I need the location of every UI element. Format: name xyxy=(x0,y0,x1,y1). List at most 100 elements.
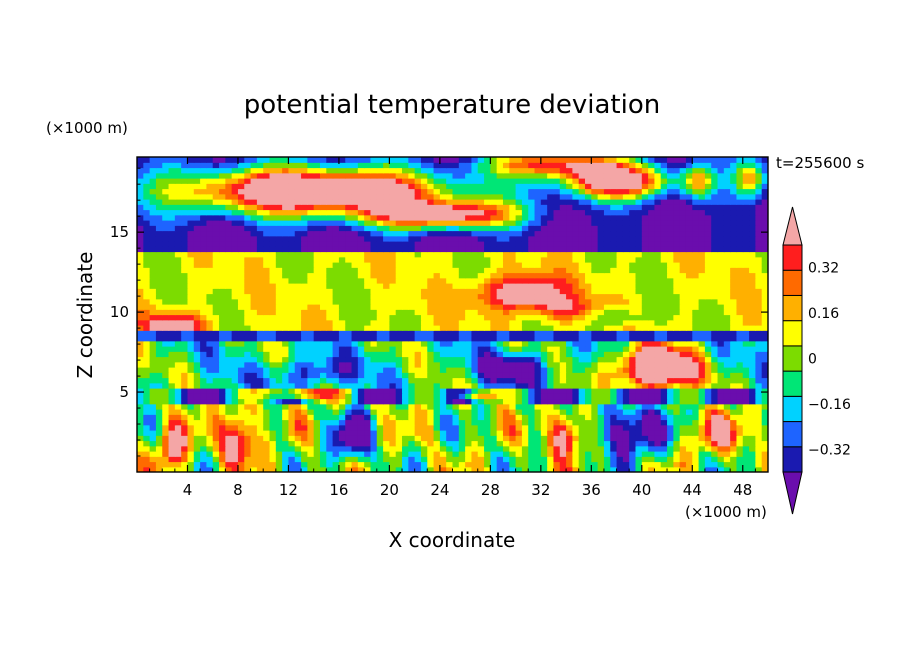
field-cell xyxy=(679,225,687,232)
field-cell xyxy=(711,314,719,321)
field-cell xyxy=(200,361,208,368)
field-cell xyxy=(326,267,334,274)
field-cell xyxy=(149,393,157,400)
field-cell xyxy=(149,225,157,232)
field-cell xyxy=(137,272,144,279)
field-cell xyxy=(225,367,233,373)
field-cell xyxy=(357,451,365,457)
field-cell xyxy=(244,351,252,358)
field-cell xyxy=(307,340,315,347)
field-cell xyxy=(408,419,416,426)
field-cell xyxy=(420,419,428,426)
field-cell xyxy=(389,335,397,342)
field-cell xyxy=(427,283,435,289)
field-cell xyxy=(730,430,738,436)
field-cell xyxy=(433,388,441,394)
field-cell xyxy=(219,288,226,295)
field-cell xyxy=(528,298,536,305)
field-cell xyxy=(553,398,561,405)
field-cell xyxy=(465,235,473,242)
field-cell xyxy=(704,356,712,363)
field-cell xyxy=(282,451,290,457)
field-cell xyxy=(717,325,725,331)
field-cell xyxy=(528,372,536,379)
field-cell xyxy=(654,325,662,331)
field-cell xyxy=(137,451,144,457)
field-cell xyxy=(515,319,523,326)
field-cell xyxy=(181,304,189,310)
field-cell xyxy=(219,393,226,400)
field-cell xyxy=(288,277,296,284)
field-cell xyxy=(231,419,239,426)
field-cell xyxy=(256,293,264,300)
field-cell xyxy=(370,445,378,452)
field-cell xyxy=(502,461,510,468)
field-cell xyxy=(313,209,321,216)
field-cell xyxy=(471,277,479,284)
field-cell xyxy=(749,456,756,463)
field-cell xyxy=(622,461,630,468)
field-cell xyxy=(288,356,296,363)
field-cell xyxy=(244,298,252,305)
field-cell xyxy=(187,262,195,268)
field-cell xyxy=(275,251,283,258)
field-cell xyxy=(502,377,510,384)
field-cell xyxy=(351,293,359,300)
field-cell xyxy=(326,456,334,463)
field-cell xyxy=(502,304,510,310)
field-cell xyxy=(155,466,163,472)
field-cell xyxy=(212,230,220,237)
field-cell xyxy=(667,283,674,289)
field-cell xyxy=(244,398,252,405)
field-cell xyxy=(332,419,340,426)
field-cell xyxy=(174,241,182,247)
field-cell xyxy=(162,304,170,310)
field-cell xyxy=(187,330,195,337)
field-cell xyxy=(673,456,681,463)
field-cell xyxy=(174,214,182,221)
field-cell xyxy=(622,262,630,268)
field-cell xyxy=(338,445,346,452)
field-cell xyxy=(282,214,290,221)
field-cell xyxy=(547,209,555,216)
field-cell xyxy=(364,256,372,263)
field-cell xyxy=(641,330,649,337)
field-cell xyxy=(364,220,372,226)
field-cell xyxy=(629,346,637,352)
field-cell xyxy=(578,340,586,347)
field-cell xyxy=(471,466,479,472)
field-cell xyxy=(345,377,353,384)
field-cell xyxy=(137,319,144,326)
field-cell xyxy=(250,377,258,384)
field-cell xyxy=(534,403,542,410)
field-cell xyxy=(414,440,422,447)
field-cell xyxy=(559,372,567,379)
field-cell xyxy=(711,209,719,216)
field-cell xyxy=(502,277,510,284)
field-cell xyxy=(490,435,498,442)
field-cell xyxy=(521,330,529,337)
field-cell xyxy=(679,346,687,352)
field-cell xyxy=(597,262,605,268)
field-cell xyxy=(711,372,719,379)
field-cell xyxy=(212,272,220,279)
field-cell xyxy=(698,251,706,258)
field-cell xyxy=(597,424,605,431)
field-cell xyxy=(597,214,605,221)
field-cell xyxy=(389,309,397,316)
field-cell xyxy=(736,262,744,268)
field-cell xyxy=(395,361,403,368)
field-cell xyxy=(755,346,763,352)
field-cell xyxy=(597,298,605,305)
field-cell xyxy=(313,388,321,394)
field-cell xyxy=(572,340,580,347)
field-cell xyxy=(383,340,390,347)
field-cell xyxy=(484,214,491,221)
field-cell xyxy=(553,346,561,352)
field-cell xyxy=(629,414,637,421)
field-cell xyxy=(534,451,542,457)
field-cell xyxy=(408,309,416,316)
field-cell xyxy=(648,445,656,452)
field-cell xyxy=(635,319,643,326)
field-cell xyxy=(402,288,409,295)
